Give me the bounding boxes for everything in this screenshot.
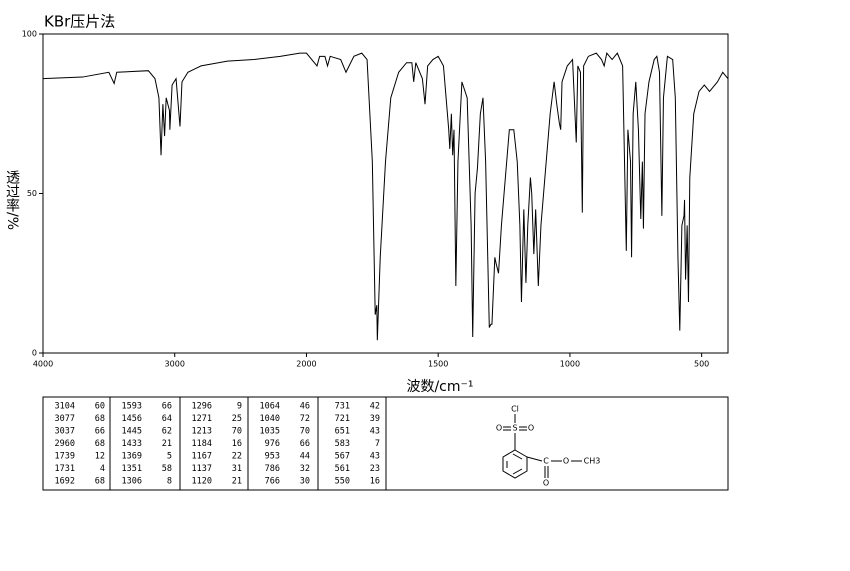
table-cell: 64: [162, 414, 172, 424]
table-cell: 1035: [260, 427, 280, 437]
atom-label: Cl: [511, 405, 519, 414]
table-cell: 1739: [55, 452, 75, 462]
bond: [512, 468, 523, 475]
table-cell: 786: [265, 464, 280, 474]
table-cell: 1445: [122, 427, 142, 437]
table-cell: 976: [265, 439, 280, 449]
atom-label: O: [543, 479, 549, 488]
table-cell: 1213: [192, 427, 212, 437]
table-cell: 1040: [260, 414, 280, 424]
table-cell: 8: [167, 477, 172, 487]
atom-label: O: [563, 457, 569, 466]
atom-label: S: [512, 424, 517, 433]
bond: [512, 453, 523, 460]
table-cell: 46: [300, 402, 310, 412]
table-cell: 60: [95, 402, 105, 412]
table-cell: 1731: [55, 464, 75, 474]
table-cell: 22: [232, 452, 242, 462]
table-cell: 44: [300, 452, 310, 462]
table-cell: 567: [335, 452, 350, 462]
y-tick-label: 50: [27, 189, 37, 198]
table-cell: 42: [370, 402, 380, 412]
table-cell: 68: [95, 414, 105, 424]
table-cell: 651: [335, 427, 350, 437]
table-cell: 5: [167, 452, 172, 462]
table-cell: 766: [265, 477, 280, 487]
x-axis-label: 波数/cm⁻¹: [406, 379, 473, 395]
spectrum-line: [42, 52, 729, 341]
table-cell: 16: [232, 439, 242, 449]
atom-label: O: [528, 424, 534, 433]
table-cell: 1351: [122, 464, 142, 474]
table-cell: 1167: [192, 452, 212, 462]
table-cell: 1296: [192, 402, 212, 412]
table-cell: 2960: [55, 439, 75, 449]
bond: [526, 456, 543, 462]
table-cell: 1456: [122, 414, 142, 424]
table-cell: 70: [300, 427, 310, 437]
table-cell: 1593: [122, 402, 142, 412]
table-cell: 39: [370, 414, 380, 424]
table-cell: 21: [162, 439, 172, 449]
table-cell: 721: [335, 414, 350, 424]
table-cell: 21: [232, 477, 242, 487]
x-tick-label: 1000: [560, 360, 580, 369]
table-cell: 1064: [260, 402, 280, 412]
y-axis-label: 透过率/%: [4, 170, 20, 230]
table-cell: 3077: [55, 414, 75, 424]
table-cell: 561: [335, 464, 350, 474]
x-tick-label: 1500: [428, 360, 448, 369]
x-tick-label: 3000: [165, 360, 185, 369]
table-cell: 1369: [122, 452, 142, 462]
table-cell: 32: [300, 464, 310, 474]
table-cell: 68: [95, 439, 105, 449]
table-cell: 1137: [192, 464, 212, 474]
table-cell: 1433: [122, 439, 142, 449]
table-cell: 70: [232, 427, 242, 437]
table-cell: 1120: [192, 477, 212, 487]
table-cell: 953: [265, 452, 280, 462]
table-cell: 16: [370, 477, 380, 487]
table-cell: 9: [237, 402, 242, 412]
y-tick-label: 100: [22, 30, 37, 39]
table-cell: 731: [335, 402, 350, 412]
x-tick-label: 500: [694, 360, 709, 369]
table-cell: 4: [100, 464, 105, 474]
table-cell: 68: [95, 477, 105, 487]
atom-label: O: [496, 424, 502, 433]
table-cell: 43: [370, 452, 380, 462]
table-cell: 1184: [192, 439, 212, 449]
table-cell: 1692: [55, 477, 75, 487]
table-cell: 3037: [55, 427, 75, 437]
table-cell: 1306: [122, 477, 142, 487]
table-cell: 66: [95, 427, 105, 437]
table-cell: 25: [232, 414, 242, 424]
atom-label: C: [543, 457, 549, 466]
table-cell: 66: [162, 402, 172, 412]
table-cell: 583: [335, 439, 350, 449]
table-cell: 43: [370, 427, 380, 437]
table-cell: 3104: [55, 402, 75, 412]
table-cell: 58: [162, 464, 172, 474]
x-tick-label: 2000: [296, 360, 316, 369]
table-cell: 23: [370, 464, 380, 474]
table-cell: 72: [300, 414, 310, 424]
y-tick-label: 0: [32, 349, 37, 358]
title: KBr压片法: [44, 13, 115, 31]
structure: [502, 414, 582, 479]
table-cell: 12: [95, 452, 105, 462]
table-cell: 30: [300, 477, 310, 487]
table-cell: 62: [162, 427, 172, 437]
table-cell: 550: [335, 477, 350, 487]
atom-label: CH3: [584, 457, 601, 466]
table-cell: 7: [375, 439, 380, 449]
table-cell: 1271: [192, 414, 212, 424]
table-cell: 31: [232, 464, 242, 474]
table-cell: 66: [300, 439, 310, 449]
x-tick-label: 4000: [33, 360, 53, 369]
